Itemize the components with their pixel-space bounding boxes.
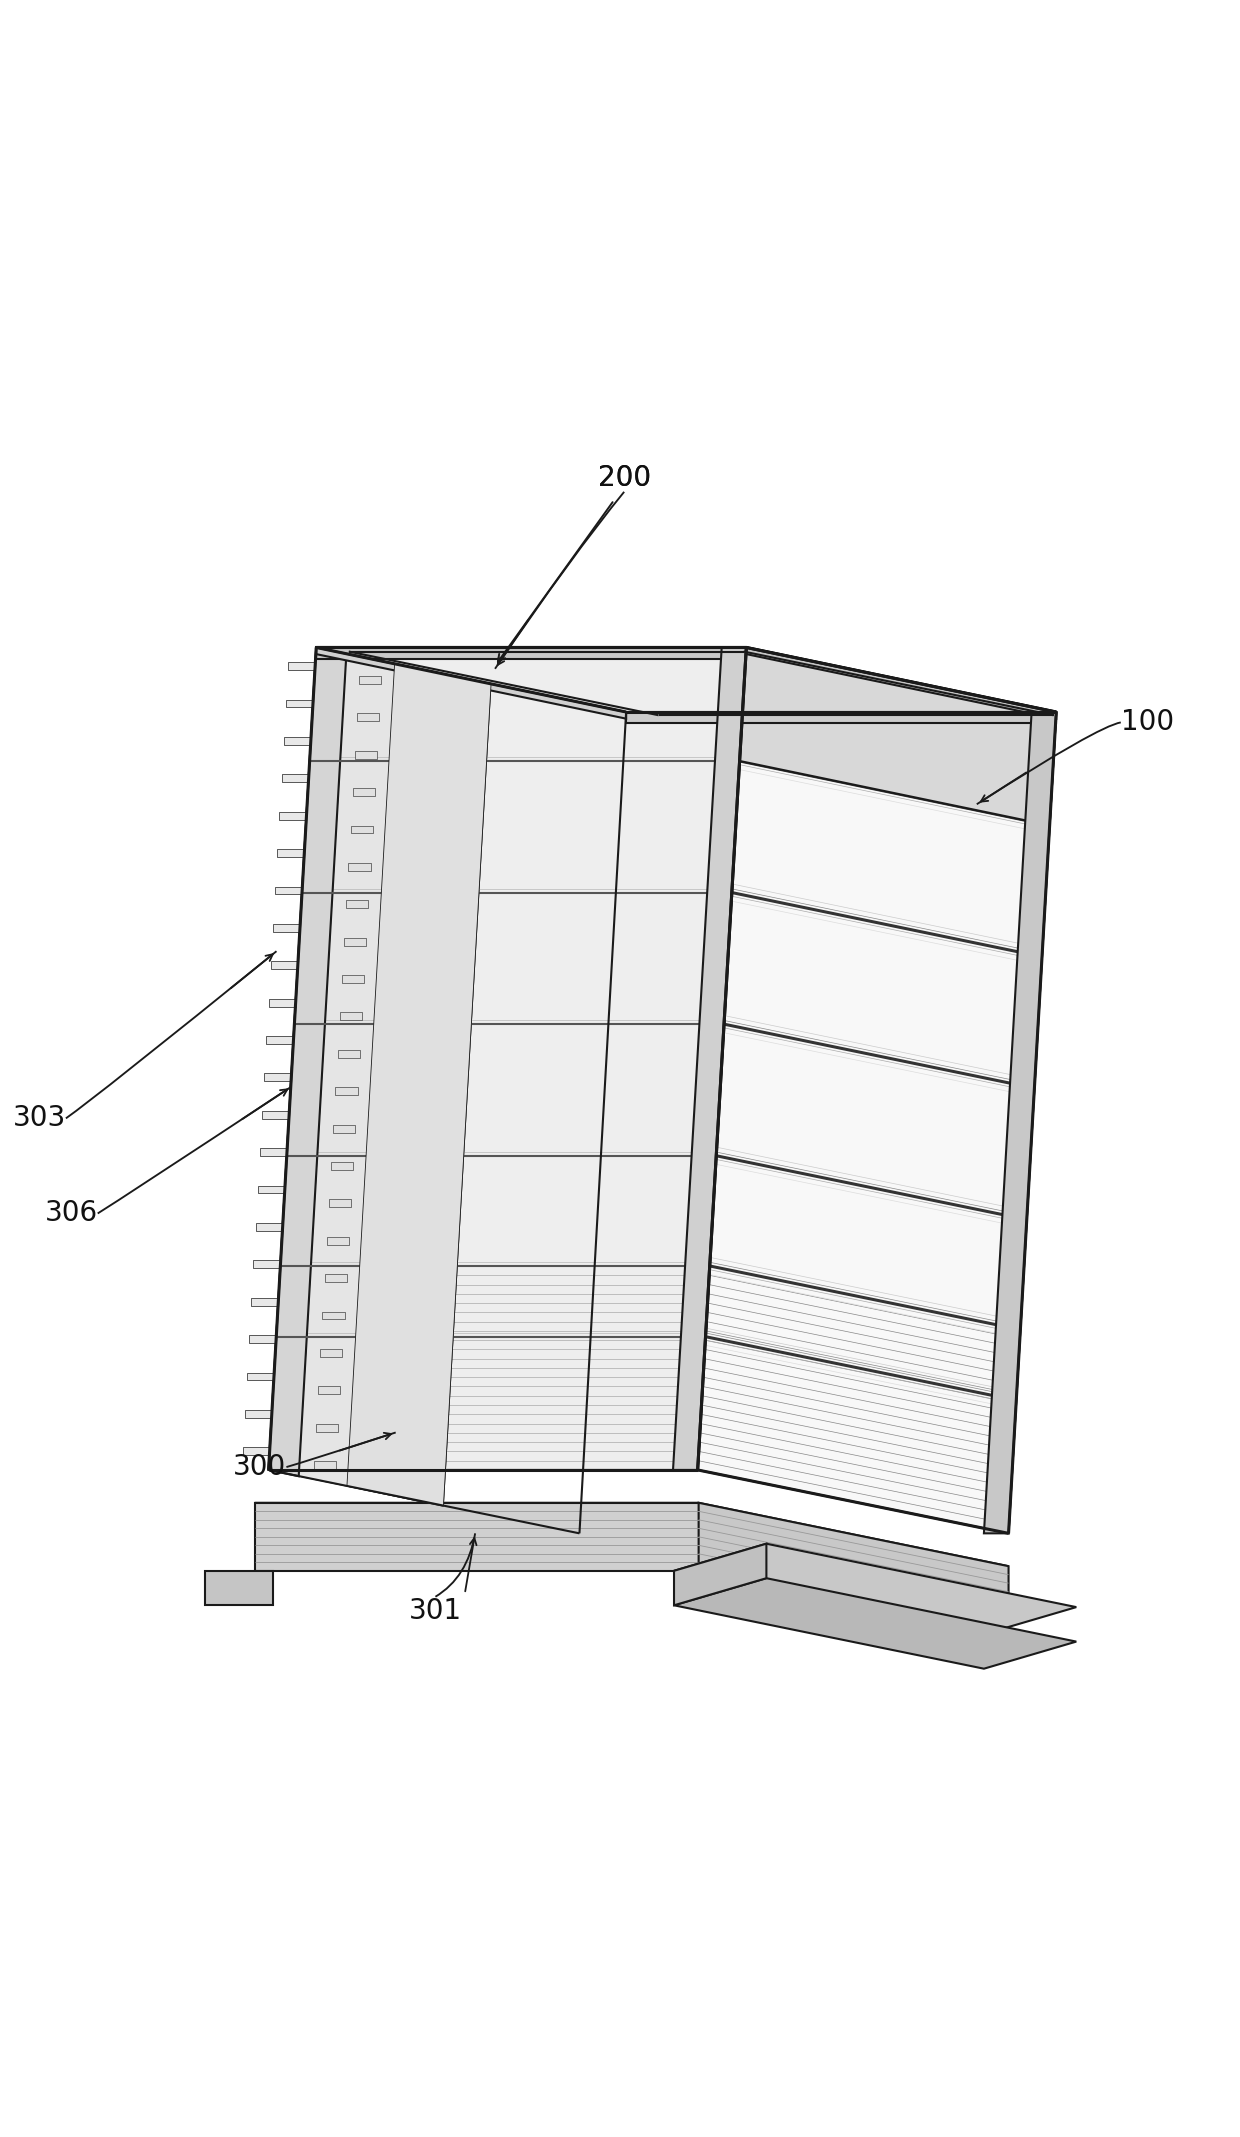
Polygon shape bbox=[267, 1036, 294, 1045]
Polygon shape bbox=[299, 654, 491, 1507]
Polygon shape bbox=[270, 962, 298, 970]
Polygon shape bbox=[316, 648, 746, 658]
Polygon shape bbox=[331, 1163, 353, 1169]
Polygon shape bbox=[249, 1336, 277, 1342]
Polygon shape bbox=[345, 938, 366, 945]
Polygon shape bbox=[279, 812, 306, 821]
Polygon shape bbox=[329, 1199, 351, 1207]
Polygon shape bbox=[351, 825, 373, 833]
Polygon shape bbox=[337, 1049, 360, 1058]
Polygon shape bbox=[327, 1237, 348, 1244]
Polygon shape bbox=[269, 648, 746, 1470]
Text: 100: 100 bbox=[1121, 707, 1174, 737]
Polygon shape bbox=[353, 789, 374, 797]
Polygon shape bbox=[269, 648, 346, 1477]
Polygon shape bbox=[314, 1462, 336, 1468]
Polygon shape bbox=[316, 648, 626, 718]
Polygon shape bbox=[340, 1013, 362, 1019]
Polygon shape bbox=[675, 1543, 766, 1605]
Polygon shape bbox=[281, 774, 309, 782]
Polygon shape bbox=[346, 900, 368, 908]
Polygon shape bbox=[322, 1312, 345, 1319]
Polygon shape bbox=[360, 675, 382, 684]
Text: 200: 200 bbox=[598, 464, 651, 492]
Text: 301: 301 bbox=[409, 1596, 463, 1624]
Text: 303: 303 bbox=[12, 1105, 66, 1133]
Polygon shape bbox=[336, 1088, 357, 1094]
Polygon shape bbox=[273, 923, 300, 932]
Polygon shape bbox=[252, 1297, 278, 1306]
Polygon shape bbox=[698, 1502, 1008, 1635]
Polygon shape bbox=[675, 1543, 1076, 1635]
Polygon shape bbox=[247, 1372, 274, 1381]
Polygon shape bbox=[316, 1423, 339, 1432]
Polygon shape bbox=[244, 1410, 272, 1417]
Polygon shape bbox=[243, 1447, 269, 1455]
Polygon shape bbox=[284, 737, 311, 746]
Polygon shape bbox=[325, 1274, 347, 1282]
Polygon shape bbox=[260, 1148, 286, 1156]
Polygon shape bbox=[278, 848, 304, 857]
Polygon shape bbox=[316, 648, 1056, 712]
Polygon shape bbox=[357, 714, 379, 722]
Polygon shape bbox=[258, 1186, 285, 1192]
Polygon shape bbox=[320, 1348, 342, 1357]
Polygon shape bbox=[334, 1124, 356, 1133]
Polygon shape bbox=[254, 1502, 698, 1571]
Polygon shape bbox=[746, 648, 1056, 718]
Polygon shape bbox=[626, 712, 1056, 722]
Polygon shape bbox=[262, 1111, 289, 1120]
Text: 306: 306 bbox=[45, 1199, 98, 1227]
Polygon shape bbox=[275, 887, 303, 895]
Polygon shape bbox=[698, 648, 1056, 1534]
Text: 300: 300 bbox=[233, 1453, 286, 1481]
Polygon shape bbox=[739, 648, 1056, 825]
Polygon shape bbox=[254, 1502, 1008, 1566]
Polygon shape bbox=[348, 863, 371, 872]
Polygon shape bbox=[983, 712, 1056, 1534]
Polygon shape bbox=[319, 1387, 340, 1393]
Polygon shape bbox=[286, 699, 312, 707]
Text: 200: 200 bbox=[598, 464, 651, 492]
Polygon shape bbox=[253, 1261, 280, 1267]
Polygon shape bbox=[269, 998, 295, 1007]
Polygon shape bbox=[673, 648, 746, 1470]
Polygon shape bbox=[206, 1571, 273, 1605]
Polygon shape bbox=[264, 1073, 291, 1081]
Polygon shape bbox=[675, 1579, 1076, 1669]
Polygon shape bbox=[355, 750, 377, 759]
Polygon shape bbox=[288, 662, 315, 671]
Polygon shape bbox=[255, 1222, 283, 1231]
Polygon shape bbox=[347, 665, 491, 1507]
Polygon shape bbox=[342, 974, 365, 983]
